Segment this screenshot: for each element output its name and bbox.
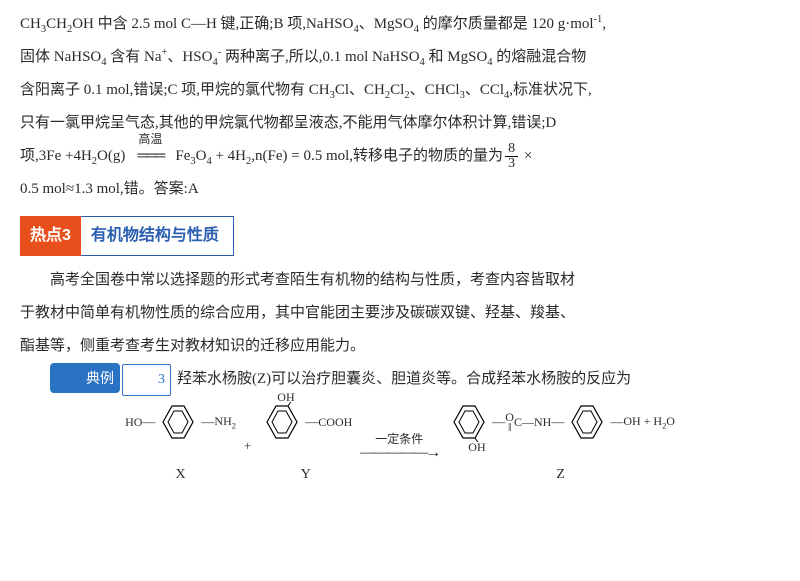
molecule-y: OH —COOH Y: [259, 402, 352, 491]
t: OH 中含 2.5 mol C—H 键,正确;B 项,NaHSO: [72, 16, 353, 32]
t: 、CHCl: [410, 82, 460, 98]
arrow-icon: 一定条件 —————→: [360, 433, 438, 461]
t: 0.5 mol≈1.3 mol,错。答案:A: [20, 181, 199, 197]
t: Cl: [390, 82, 404, 98]
t: O(g): [97, 148, 125, 164]
molecule-x: HO— —NH2 X: [125, 402, 236, 491]
example-badge: 典例: [50, 363, 120, 394]
t: ,: [602, 16, 606, 32]
label-x: X: [175, 460, 185, 491]
t: 只有一氯甲烷呈气态,其他的甲烷氯代物都呈液态,不能用气体摩尔体积计算,错误;D: [20, 115, 556, 131]
t: Fe: [175, 148, 190, 164]
label-z: Z: [556, 460, 565, 491]
intro-1: 高考全国卷中常以选择题的形式考查陌生有机物的结构与性质，考查内容皆取材: [20, 264, 780, 297]
t: CH: [20, 16, 41, 32]
t: 项,3Fe +4H: [20, 148, 92, 164]
example-text: 羟苯水杨胺(Z)可以治疗胆囊炎、胆道炎等。合成羟苯水杨胺的反应为: [177, 371, 631, 387]
intro-2: 于教材中简单有机物性质的综合应用，其中官能团主要涉及碳碳双键、羟基、羧基、: [20, 297, 780, 330]
t: 固体 NaHSO: [20, 49, 101, 65]
group-cooh: COOH: [318, 409, 352, 435]
group-nh2: NH2: [214, 408, 236, 436]
example-line: 典例3 羟苯水杨胺(Z)可以治疗胆囊炎、胆道炎等。合成羟苯水杨胺的反应为: [20, 363, 780, 397]
group-oh-bottom: OH: [468, 434, 485, 460]
group-cnh: C—NH: [514, 409, 551, 435]
group-oh-h2o: OH + H2O: [623, 408, 675, 436]
carbonyl-icon: O‖: [505, 412, 514, 434]
reaction-arrow-icon: 高温═══: [125, 140, 175, 173]
t: 、CCl: [465, 82, 504, 98]
section-title: 有机物结构与性质: [81, 216, 234, 255]
t: + 4H: [212, 148, 246, 164]
t: 的熔融混合物: [493, 49, 587, 65]
section-badge: 热点3: [20, 216, 81, 255]
condition-text: 一定条件: [375, 433, 423, 445]
label-y: Y: [301, 460, 311, 491]
benzene-icon: [564, 402, 610, 442]
t: 、MgSO: [359, 16, 414, 32]
intro-3: 酯基等，侧重考查考生对教材知识的迁移应用能力。: [20, 330, 780, 363]
t: 、HSO: [167, 49, 212, 65]
example-number: 3: [122, 364, 171, 397]
t: 含阳离子 0.1 mol,错误;C 项,甲烷的氯代物有 CH: [20, 82, 330, 98]
t: O: [196, 148, 207, 164]
group-ho: HO: [125, 409, 142, 435]
reaction-scheme: HO— —NH2 X + OH —COOH Y 一定条件 —————→ OH —…: [20, 402, 780, 491]
fraction: 83: [505, 142, 518, 171]
molecule-z: OH — O‖ C—NH— —OH + H2O Z: [446, 402, 675, 491]
t: ,标准状况下,: [509, 82, 592, 98]
paragraph-5: 项,3Fe +4H2O(g)高温═══Fe3O4 + 4H2,n(Fe) = 0…: [20, 140, 780, 173]
paragraph-2: 固体 NaHSO4 含有 Na+、HSO4- 两种离子,所以,0.1 mol N…: [20, 41, 780, 74]
paragraph-3: 含阳离子 0.1 mol,错误;C 项,甲烷的氯代物有 CH3Cl、CH2Cl2…: [20, 74, 780, 107]
t: 含有 Na: [107, 49, 162, 65]
t: 的摩尔质量都是 120 g·mol: [419, 16, 594, 32]
t: 两种离子,所以,0.1 mol NaHSO: [221, 49, 419, 65]
t: Cl、CH: [335, 82, 385, 98]
section-header: 热点3 有机物结构与性质: [20, 216, 780, 255]
plus-icon: +: [244, 432, 251, 461]
benzene-icon: [259, 402, 305, 442]
paragraph-6: 0.5 mol≈1.3 mol,错。答案:A: [20, 173, 780, 206]
t: ,n(Fe) = 0.5 mol,转移电子的物质的量为: [251, 148, 503, 164]
paragraph-1: CH3CH2OH 中含 2.5 mol C—H 键,正确;B 项,NaHSO4、…: [20, 8, 780, 41]
t: ×: [520, 148, 532, 164]
t: CH: [46, 16, 67, 32]
benzene-icon: [155, 402, 201, 442]
t: 和 MgSO: [425, 49, 488, 65]
